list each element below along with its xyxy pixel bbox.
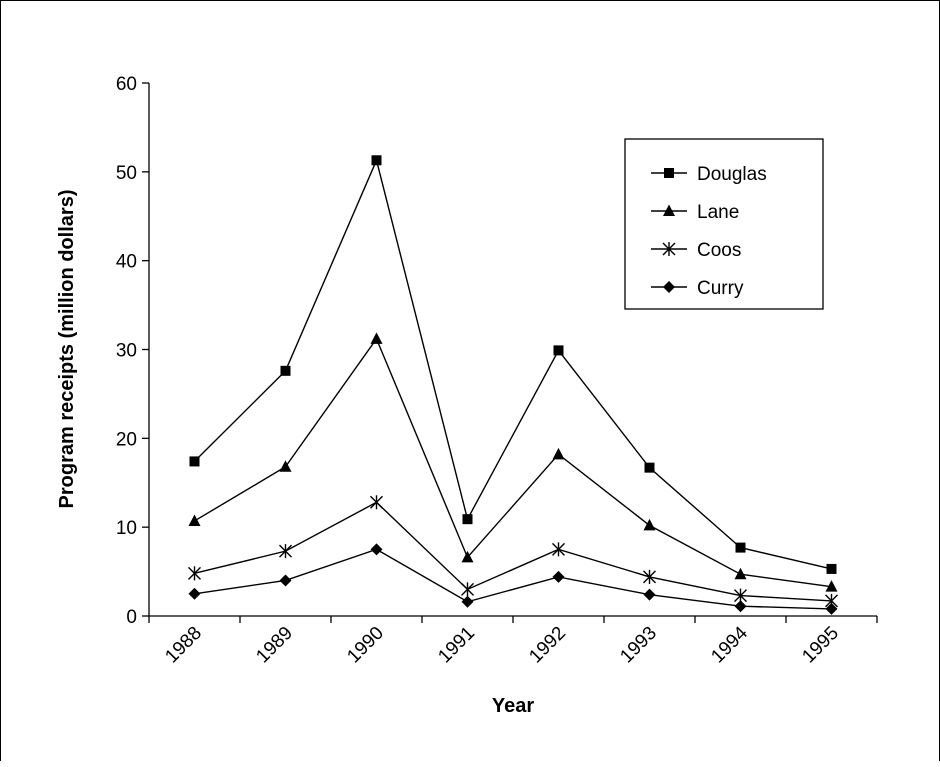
series-line-coos (194, 501, 832, 602)
data-point-douglas (462, 514, 473, 525)
data-point-lane (188, 514, 201, 526)
data-point-coos (643, 569, 656, 584)
legend-label-lane: Lane (697, 202, 739, 223)
data-point-coos (188, 566, 201, 581)
legend-entry-lane: Lane (651, 202, 739, 223)
series-layer (188, 155, 838, 615)
series-line-curry (194, 548, 832, 610)
data-point-douglas (826, 563, 837, 574)
data-point-curry (188, 587, 201, 600)
y-tick-label: 20 (116, 429, 137, 450)
data-point-coos (279, 544, 292, 559)
legend: Douglas Lane Coos Curry (624, 138, 824, 310)
legend-label-coos: Coos (697, 240, 741, 261)
x-tick-label: 1988 (161, 623, 206, 668)
y-tick-label: 40 (116, 252, 137, 273)
data-point-lane (370, 332, 383, 344)
legend-marker-douglas (664, 168, 674, 178)
legend-label-curry: Curry (697, 278, 744, 299)
data-point-douglas (735, 542, 746, 553)
legend-entry-coos: Coos (651, 240, 741, 261)
legend-box (624, 138, 824, 310)
data-point-douglas (553, 345, 564, 356)
data-point-lane (734, 567, 747, 580)
x-tick-label: 1992 (525, 623, 570, 668)
legend-marker-lane (663, 204, 675, 216)
x-tick-label: 1993 (616, 623, 661, 668)
data-point-lane (461, 550, 474, 563)
y-tick-label: 0 (126, 607, 137, 628)
data-point-douglas (280, 365, 291, 376)
legend-marker-curry (663, 281, 675, 293)
y-tick-label: 30 (116, 341, 137, 362)
series-line-douglas (194, 158, 832, 570)
data-point-curry (370, 543, 383, 556)
data-point-coos (461, 582, 474, 597)
x-axis-title: Year (492, 695, 534, 717)
legend-entry-douglas: Douglas (651, 164, 767, 185)
y-tick-label: 50 (116, 163, 137, 184)
legend-marker-coos (662, 242, 676, 256)
series-douglas (189, 155, 837, 574)
data-point-curry (552, 570, 565, 583)
data-point-coos (370, 495, 383, 510)
legend-entry-curry: Curry (651, 278, 744, 299)
axes: 0 10 20 30 40 50 60 1988 1989 1990 1991 1992 1993 199… (116, 74, 878, 668)
series-curry (188, 543, 838, 615)
x-tick-label: 1991 (434, 623, 479, 668)
legend-label-douglas: Douglas (697, 164, 767, 185)
y-tick-label: 60 (116, 74, 137, 95)
series-lane (188, 332, 838, 592)
y-tick-label: 10 (116, 518, 137, 539)
data-point-curry (734, 600, 747, 613)
x-tick-label: 1989 (252, 623, 297, 668)
data-point-douglas (189, 456, 200, 467)
data-point-douglas (644, 462, 655, 473)
data-point-coos (552, 542, 565, 557)
series-line-lane (194, 337, 832, 588)
data-point-curry (279, 574, 292, 587)
data-point-lane (552, 447, 565, 460)
x-tick-label: 1994 (707, 622, 752, 667)
data-point-douglas (371, 155, 382, 166)
data-point-curry (825, 602, 838, 615)
data-point-lane (279, 460, 292, 472)
y-axis-title: Program receipts (million dollars) (56, 190, 78, 509)
data-point-lane (643, 518, 656, 531)
x-tick-label: 1995 (798, 623, 843, 668)
x-tick-label: 1990 (343, 623, 388, 668)
data-point-curry (461, 595, 474, 608)
data-point-lane (825, 580, 838, 592)
data-point-curry (643, 588, 656, 601)
series-coos (188, 495, 838, 608)
